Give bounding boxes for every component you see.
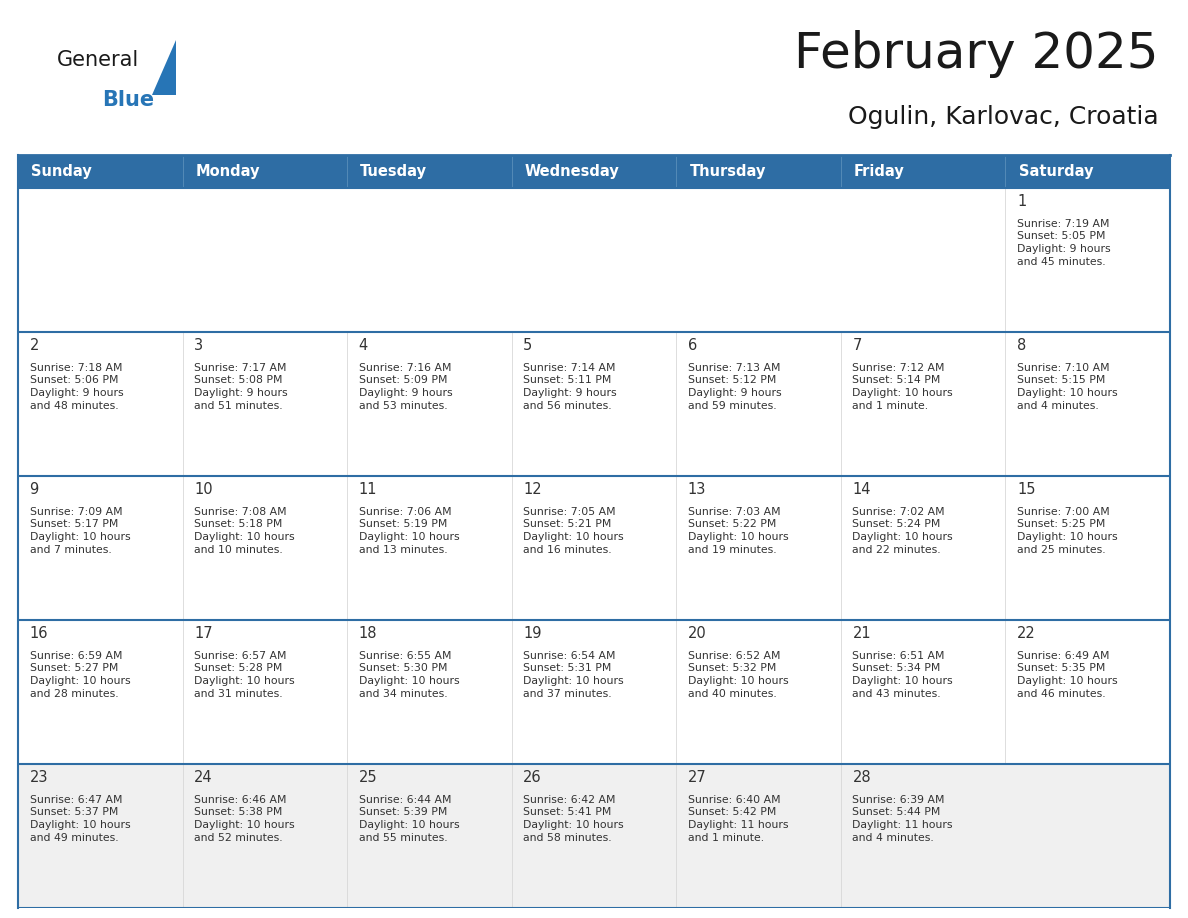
Text: Sunrise: 7:06 AM
Sunset: 5:19 PM
Daylight: 10 hours
and 13 minutes.: Sunrise: 7:06 AM Sunset: 5:19 PM Dayligh… [359, 507, 460, 554]
Text: 17: 17 [194, 626, 213, 641]
Bar [1005, 155, 1170, 188]
Text: Friday: Friday [854, 164, 905, 179]
Text: 12: 12 [523, 482, 542, 497]
Text: Sunrise: 7:02 AM
Sunset: 5:24 PM
Daylight: 10 hours
and 22 minutes.: Sunrise: 7:02 AM Sunset: 5:24 PM Dayligh… [852, 507, 953, 554]
Text: Thursday: Thursday [689, 164, 766, 179]
Text: 24: 24 [194, 770, 213, 785]
Text: Monday: Monday [196, 164, 260, 179]
Bar [18, 155, 183, 188]
Text: Sunrise: 6:49 AM
Sunset: 5:35 PM
Daylight: 10 hours
and 46 minutes.: Sunrise: 6:49 AM Sunset: 5:35 PM Dayligh… [1017, 651, 1118, 699]
Text: Sunrise: 6:52 AM
Sunset: 5:32 PM
Daylight: 10 hours
and 40 minutes.: Sunrise: 6:52 AM Sunset: 5:32 PM Dayligh… [688, 651, 789, 699]
Text: Sunrise: 7:18 AM
Sunset: 5:06 PM
Daylight: 9 hours
and 48 minutes.: Sunrise: 7:18 AM Sunset: 5:06 PM Dayligh… [30, 363, 124, 411]
Text: Sunrise: 7:16 AM
Sunset: 5:09 PM
Daylight: 9 hours
and 53 minutes.: Sunrise: 7:16 AM Sunset: 5:09 PM Dayligh… [359, 363, 453, 411]
Bar [512, 155, 676, 188]
Text: 19: 19 [523, 626, 542, 641]
Bar [18, 188, 1170, 332]
Bar [676, 155, 841, 188]
Text: Sunrise: 6:59 AM
Sunset: 5:27 PM
Daylight: 10 hours
and 28 minutes.: Sunrise: 6:59 AM Sunset: 5:27 PM Dayligh… [30, 651, 131, 699]
Bar [841, 155, 1005, 188]
Text: Sunrise: 7:17 AM
Sunset: 5:08 PM
Daylight: 9 hours
and 51 minutes.: Sunrise: 7:17 AM Sunset: 5:08 PM Dayligh… [194, 363, 287, 411]
Text: 11: 11 [359, 482, 377, 497]
Text: 7: 7 [852, 338, 861, 353]
Text: Sunrise: 7:00 AM
Sunset: 5:25 PM
Daylight: 10 hours
and 25 minutes.: Sunrise: 7:00 AM Sunset: 5:25 PM Dayligh… [1017, 507, 1118, 554]
Text: 3: 3 [194, 338, 203, 353]
Text: Sunrise: 6:47 AM
Sunset: 5:37 PM
Daylight: 10 hours
and 49 minutes.: Sunrise: 6:47 AM Sunset: 5:37 PM Dayligh… [30, 794, 131, 843]
Text: Sunrise: 7:10 AM
Sunset: 5:15 PM
Daylight: 10 hours
and 4 minutes.: Sunrise: 7:10 AM Sunset: 5:15 PM Dayligh… [1017, 363, 1118, 411]
Text: Sunrise: 6:51 AM
Sunset: 5:34 PM
Daylight: 10 hours
and 43 minutes.: Sunrise: 6:51 AM Sunset: 5:34 PM Dayligh… [852, 651, 953, 699]
Text: Sunrise: 7:05 AM
Sunset: 5:21 PM
Daylight: 10 hours
and 16 minutes.: Sunrise: 7:05 AM Sunset: 5:21 PM Dayligh… [523, 507, 624, 554]
Text: Sunrise: 6:44 AM
Sunset: 5:39 PM
Daylight: 10 hours
and 55 minutes.: Sunrise: 6:44 AM Sunset: 5:39 PM Dayligh… [359, 794, 460, 843]
Text: Saturday: Saturday [1018, 164, 1093, 179]
Text: Sunrise: 6:46 AM
Sunset: 5:38 PM
Daylight: 10 hours
and 52 minutes.: Sunrise: 6:46 AM Sunset: 5:38 PM Dayligh… [194, 794, 295, 843]
Text: 9: 9 [30, 482, 39, 497]
Bar [347, 155, 512, 188]
Text: Sunrise: 7:14 AM
Sunset: 5:11 PM
Daylight: 9 hours
and 56 minutes.: Sunrise: 7:14 AM Sunset: 5:11 PM Dayligh… [523, 363, 617, 411]
Text: 4: 4 [359, 338, 368, 353]
Text: Sunrise: 6:39 AM
Sunset: 5:44 PM
Daylight: 11 hours
and 4 minutes.: Sunrise: 6:39 AM Sunset: 5:44 PM Dayligh… [852, 794, 953, 843]
Text: Wednesday: Wednesday [525, 164, 620, 179]
Bar [183, 155, 347, 188]
Text: 13: 13 [688, 482, 706, 497]
Text: General: General [57, 50, 139, 70]
Text: Ogulin, Karlovac, Croatia: Ogulin, Karlovac, Croatia [848, 105, 1158, 129]
Text: 23: 23 [30, 770, 48, 785]
Text: 10: 10 [194, 482, 213, 497]
Text: 22: 22 [1017, 626, 1036, 641]
Text: 1: 1 [1017, 194, 1026, 209]
Text: Blue: Blue [102, 90, 154, 110]
Bar [18, 620, 1170, 764]
Text: Sunrise: 7:12 AM
Sunset: 5:14 PM
Daylight: 10 hours
and 1 minute.: Sunrise: 7:12 AM Sunset: 5:14 PM Dayligh… [852, 363, 953, 411]
Text: Sunrise: 7:08 AM
Sunset: 5:18 PM
Daylight: 10 hours
and 10 minutes.: Sunrise: 7:08 AM Sunset: 5:18 PM Dayligh… [194, 507, 295, 554]
Text: February 2025: February 2025 [794, 30, 1158, 78]
Text: 8: 8 [1017, 338, 1026, 353]
Text: 15: 15 [1017, 482, 1036, 497]
Text: 28: 28 [852, 770, 871, 785]
Text: Sunrise: 6:57 AM
Sunset: 5:28 PM
Daylight: 10 hours
and 31 minutes.: Sunrise: 6:57 AM Sunset: 5:28 PM Dayligh… [194, 651, 295, 699]
Text: 21: 21 [852, 626, 871, 641]
Text: Sunrise: 6:55 AM
Sunset: 5:30 PM
Daylight: 10 hours
and 34 minutes.: Sunrise: 6:55 AM Sunset: 5:30 PM Dayligh… [359, 651, 460, 699]
Bar [18, 332, 1170, 476]
Text: Sunrise: 6:40 AM
Sunset: 5:42 PM
Daylight: 11 hours
and 1 minute.: Sunrise: 6:40 AM Sunset: 5:42 PM Dayligh… [688, 794, 789, 843]
Text: 18: 18 [359, 626, 377, 641]
Text: Tuesday: Tuesday [360, 164, 428, 179]
Text: Sunrise: 6:54 AM
Sunset: 5:31 PM
Daylight: 10 hours
and 37 minutes.: Sunrise: 6:54 AM Sunset: 5:31 PM Dayligh… [523, 651, 624, 699]
Text: Sunday: Sunday [31, 164, 91, 179]
Bar [18, 476, 1170, 620]
Text: Sunrise: 6:42 AM
Sunset: 5:41 PM
Daylight: 10 hours
and 58 minutes.: Sunrise: 6:42 AM Sunset: 5:41 PM Dayligh… [523, 794, 624, 843]
Text: Sunrise: 7:13 AM
Sunset: 5:12 PM
Daylight: 9 hours
and 59 minutes.: Sunrise: 7:13 AM Sunset: 5:12 PM Dayligh… [688, 363, 782, 411]
Text: Sunrise: 7:09 AM
Sunset: 5:17 PM
Daylight: 10 hours
and 7 minutes.: Sunrise: 7:09 AM Sunset: 5:17 PM Dayligh… [30, 507, 131, 554]
Text: 16: 16 [30, 626, 48, 641]
Text: Sunrise: 7:19 AM
Sunset: 5:05 PM
Daylight: 9 hours
and 45 minutes.: Sunrise: 7:19 AM Sunset: 5:05 PM Dayligh… [1017, 218, 1111, 267]
Text: 25: 25 [359, 770, 378, 785]
Text: 26: 26 [523, 770, 542, 785]
Text: 5: 5 [523, 338, 532, 353]
Text: Sunrise: 7:03 AM
Sunset: 5:22 PM
Daylight: 10 hours
and 19 minutes.: Sunrise: 7:03 AM Sunset: 5:22 PM Dayligh… [688, 507, 789, 554]
Text: 2: 2 [30, 338, 39, 353]
Text: 6: 6 [688, 338, 697, 353]
Text: 20: 20 [688, 626, 707, 641]
Text: 27: 27 [688, 770, 707, 785]
Bar [18, 764, 1170, 908]
Text: 14: 14 [852, 482, 871, 497]
